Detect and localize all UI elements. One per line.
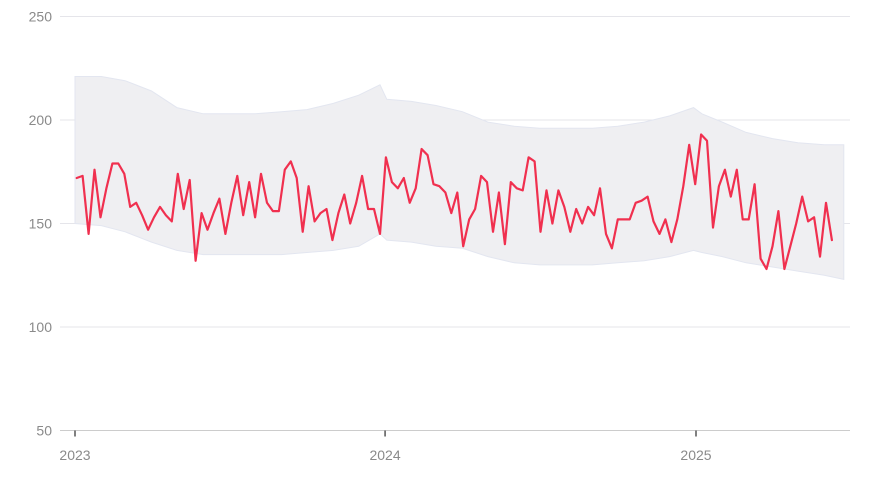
y-tick-label-50: 50 bbox=[36, 423, 52, 439]
y-tick-label-150: 150 bbox=[29, 216, 53, 232]
series-line-layer bbox=[75, 133, 833, 271]
x-tick-label-2023: 2023 bbox=[59, 447, 90, 463]
series-line bbox=[75, 133, 833, 271]
band-area bbox=[74, 76, 845, 281]
y-tick-label-200: 200 bbox=[29, 112, 53, 128]
y-tick-label-100: 100 bbox=[29, 319, 53, 335]
x-axis-tick-labels: 2023 2024 2025 bbox=[59, 447, 711, 463]
x-axis bbox=[60, 430, 850, 437]
y-tick-label-250: 250 bbox=[29, 9, 53, 25]
confidence-band bbox=[74, 76, 845, 281]
x-tick-label-2024: 2024 bbox=[369, 447, 400, 463]
x-tick-label-2025: 2025 bbox=[680, 447, 711, 463]
y-axis-tick-labels: 50 100 150 200 250 bbox=[29, 9, 53, 439]
